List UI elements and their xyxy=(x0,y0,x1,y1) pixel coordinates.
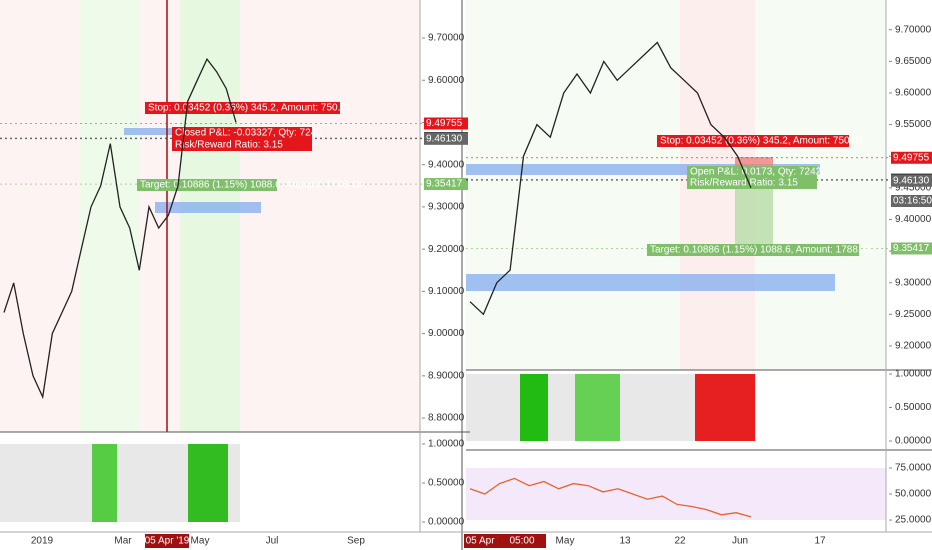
annotation: Risk/Reward Ratio: 3.15 xyxy=(175,140,283,151)
strip-red xyxy=(695,374,755,441)
y-tick-label: 9.70000 xyxy=(428,33,465,44)
y-tick-label: 9.60000 xyxy=(895,88,932,99)
y-tick-label: 9.70000 xyxy=(895,24,932,35)
y-tick-label: 9.25000 xyxy=(895,309,932,320)
y-tick-label: 0.50000 xyxy=(895,402,932,413)
annotation: Closed P&L: -0.03327, Qty: 7242 xyxy=(175,128,322,139)
x-tick-label: May xyxy=(556,536,575,547)
zone xyxy=(466,164,820,175)
price-tag xyxy=(891,151,932,164)
annotation: Target: 0.10886 (1.15%) 1088.6, Amount: … xyxy=(140,180,362,191)
annotation: Stop: 0.03452 (0.36%) 345.2, Amount: 750… xyxy=(660,136,864,147)
x-tick-label: May xyxy=(191,536,210,547)
y-tick-label: 9.65000 xyxy=(895,56,932,67)
x-tick-label: 17 xyxy=(814,536,826,547)
x-tick-label: 05 Apr '19 xyxy=(145,536,190,547)
y-tick-label: 9.40000 xyxy=(895,214,932,225)
strip-green xyxy=(188,444,228,522)
x-tick-label: Jul xyxy=(266,536,279,547)
x-tick-label: 05 Apr '19 xyxy=(466,536,511,547)
price-tag xyxy=(424,117,468,130)
zone xyxy=(155,202,261,213)
price-tag-label: 9.46130 xyxy=(893,175,930,186)
y-tick-label: 9.45000 xyxy=(895,182,932,193)
price-tag-label: 9.46130 xyxy=(426,133,463,144)
y-tick-label: 0.00000 xyxy=(895,436,932,447)
bg-green xyxy=(180,0,240,432)
annotation: Stop: 0.03452 (0.36%) 345.2, Amount: 750… xyxy=(148,103,352,114)
price-tag xyxy=(891,174,932,187)
price-tag-label: 9.35417 xyxy=(426,179,463,190)
annotation-box xyxy=(687,166,817,178)
y-tick-label: 9.20000 xyxy=(428,244,465,255)
annotation-box xyxy=(145,102,340,114)
y-tick-label: 50.0000 xyxy=(895,489,932,500)
x-label-highlight xyxy=(498,534,546,548)
strip-green xyxy=(575,374,620,441)
zone xyxy=(466,274,835,291)
y-tick-label: 9.30000 xyxy=(895,277,932,288)
annotation-box xyxy=(172,127,312,139)
y-tick-label: 8.80000 xyxy=(428,413,465,424)
annotation-box xyxy=(647,244,859,256)
timer: 03:16:50 xyxy=(893,196,932,207)
y-tick-label: 8.90000 xyxy=(428,370,465,381)
timer-tag xyxy=(891,195,932,207)
bg-stripes xyxy=(466,0,886,370)
annotation: Target: 0.10886 (1.15%) 1088.6, Amount: … xyxy=(650,245,872,256)
rsi-band xyxy=(466,468,886,520)
x-label-highlight xyxy=(145,534,189,548)
y-tick-label: 9.00000 xyxy=(428,328,465,339)
y-tick-label: 9.10000 xyxy=(428,286,465,297)
x-tick-label: 05:00 xyxy=(509,536,534,547)
price-line-series xyxy=(469,477,752,518)
y-tick-label: 25.0000 xyxy=(895,515,932,526)
y-tick-label: 0.50000 xyxy=(428,478,465,489)
x-tick-label: Jun xyxy=(732,536,748,547)
x-tick-label: 22 xyxy=(674,536,686,547)
bg-green xyxy=(80,0,140,432)
x-tick-label: Mar xyxy=(114,536,132,547)
y-tick-label: 1.00000 xyxy=(895,369,932,380)
annotation: Risk/Reward Ratio: 3.15 xyxy=(690,178,798,189)
y-tick-label: 0.00000 xyxy=(428,517,465,528)
x-tick-label: 2019 xyxy=(31,536,54,547)
price-tag-label: 9.35417 xyxy=(893,243,930,254)
y-tick-label: 9.40000 xyxy=(428,159,465,170)
x-tick-label: 13 xyxy=(619,536,631,547)
y-tick-label: 9.55000 xyxy=(895,119,932,130)
y-tick-label: 75.0000 xyxy=(895,463,932,474)
price-line-series xyxy=(3,57,237,400)
price-tag xyxy=(424,132,468,145)
annotation-box xyxy=(172,139,312,151)
y-tick-label: 9.20000 xyxy=(895,341,932,352)
target-zone xyxy=(735,183,773,249)
price-line-series xyxy=(469,41,752,316)
y-tick-label: 1.00000 xyxy=(428,439,465,450)
annotation-box xyxy=(687,177,817,189)
bg xyxy=(466,520,886,532)
strip-green xyxy=(92,444,117,522)
y-tick-label: 9.30000 xyxy=(428,202,465,213)
annotation-box xyxy=(657,135,849,147)
x-tick-label: Sep xyxy=(347,536,365,547)
annotation-box xyxy=(137,179,277,191)
price-tag xyxy=(891,242,932,255)
annotation: Open P&L: 0.0173, Qty: 7242 xyxy=(690,167,822,178)
strip-green xyxy=(520,374,548,441)
price-tag xyxy=(424,178,468,191)
price-tag-label: 9.49755 xyxy=(893,152,930,163)
y-tick-label: 9.60000 xyxy=(428,75,465,86)
price-tag-label: 9.49755 xyxy=(426,118,463,129)
